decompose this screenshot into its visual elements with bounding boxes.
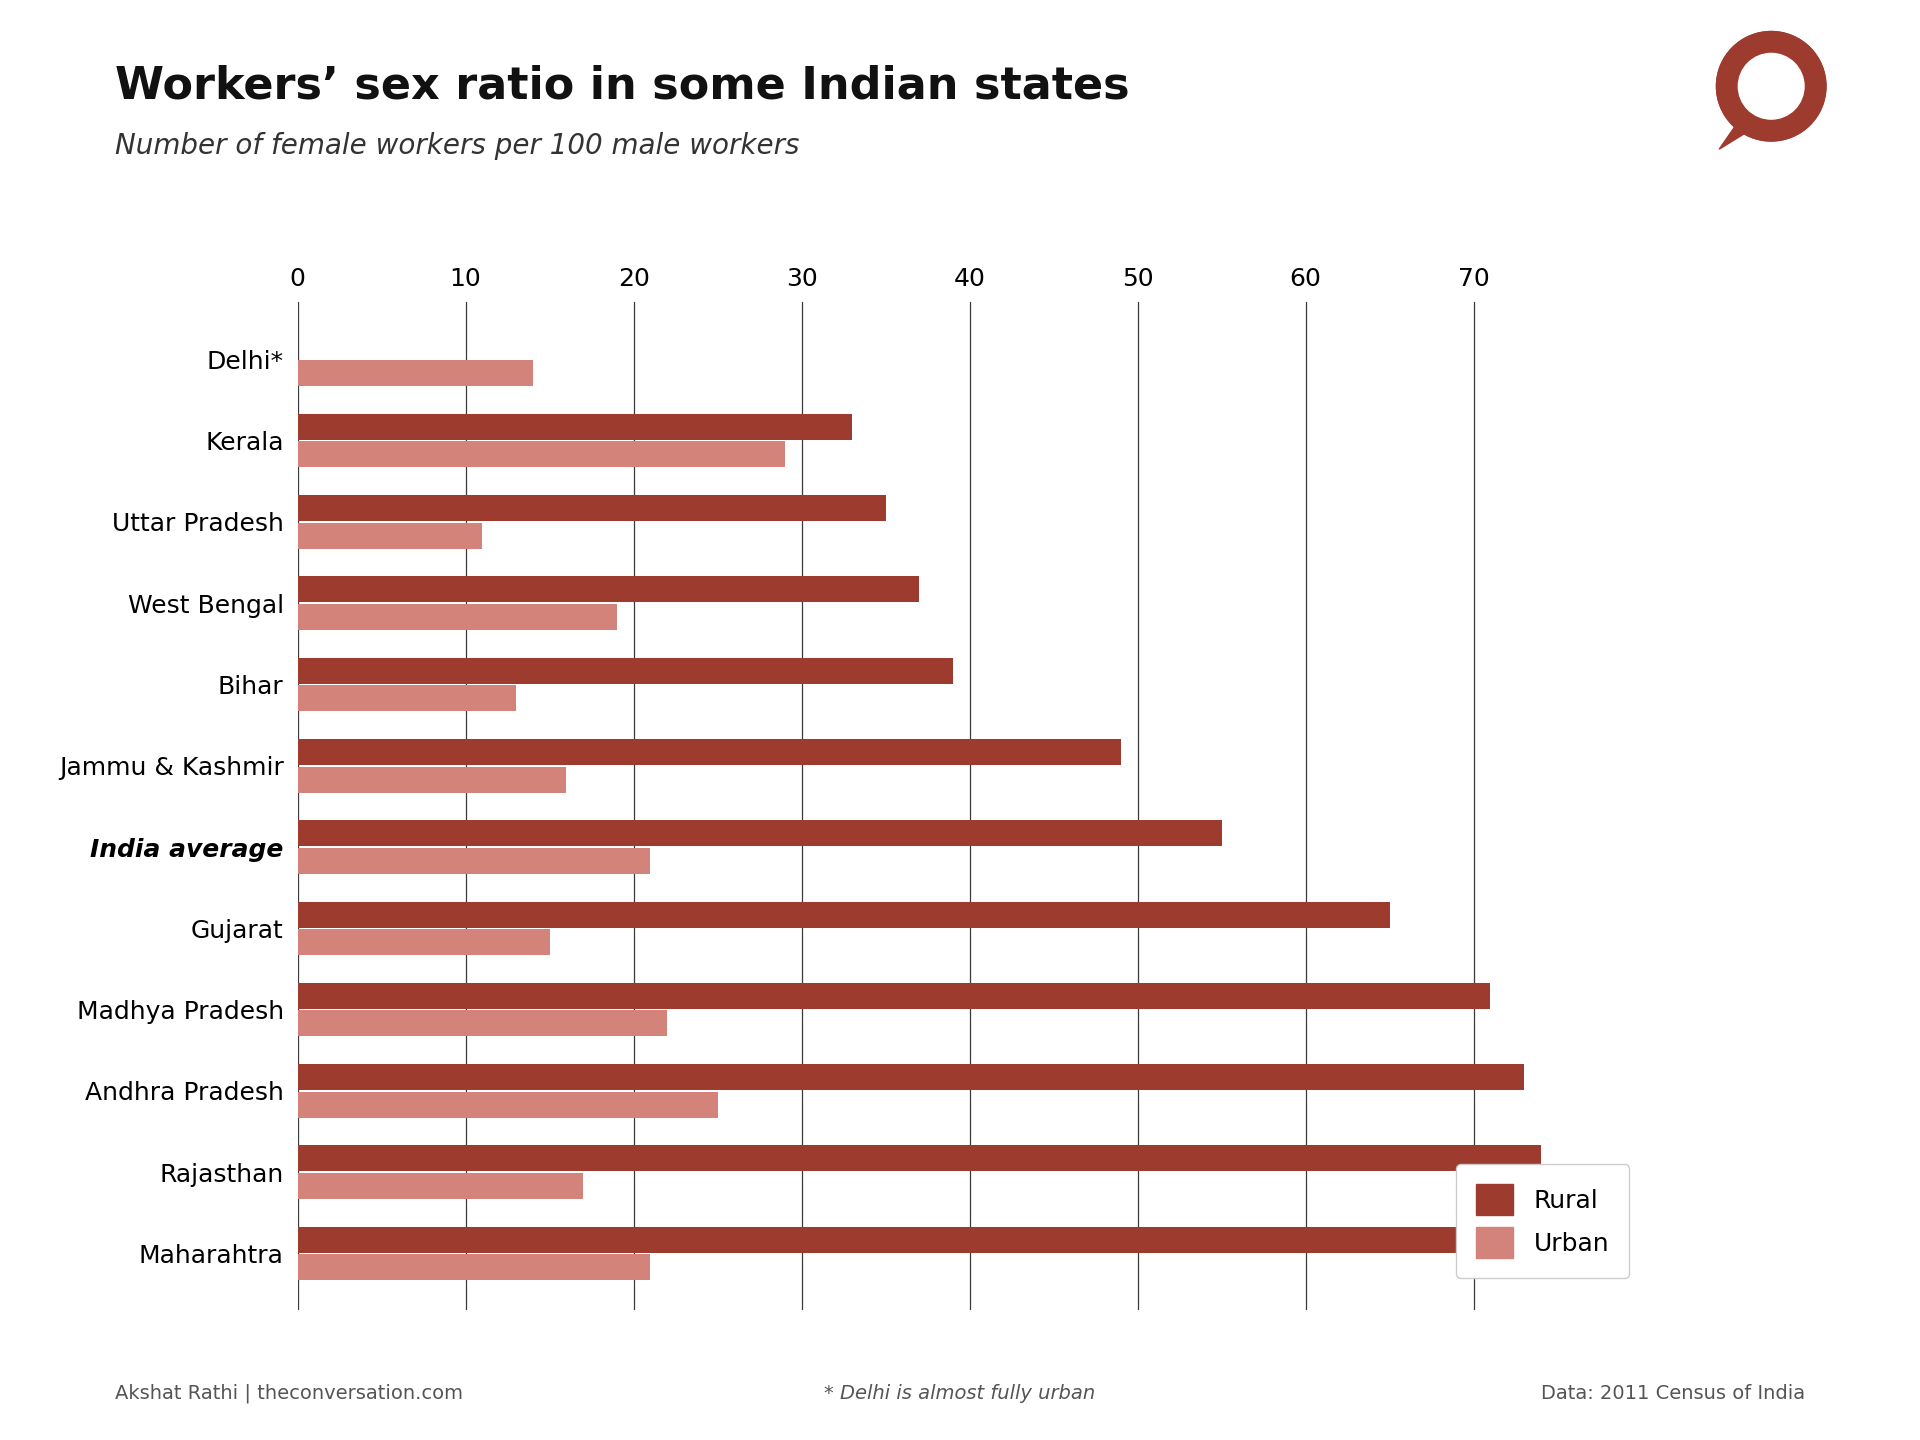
Bar bbox=[298, 1011, 668, 1037]
Bar bbox=[298, 523, 482, 549]
Bar bbox=[298, 1254, 651, 1280]
Bar bbox=[298, 442, 785, 468]
Polygon shape bbox=[1718, 114, 1755, 150]
Bar bbox=[298, 1145, 1542, 1171]
Bar bbox=[298, 576, 920, 602]
Bar bbox=[298, 1227, 1574, 1253]
Bar bbox=[298, 603, 616, 631]
Bar bbox=[298, 848, 651, 874]
Bar bbox=[298, 413, 852, 439]
Bar bbox=[298, 982, 1490, 1009]
Circle shape bbox=[1738, 53, 1805, 120]
Text: * Delhi is almost fully urban: * Delhi is almost fully urban bbox=[824, 1384, 1096, 1403]
Bar bbox=[298, 1092, 718, 1117]
Circle shape bbox=[1716, 32, 1826, 141]
Bar bbox=[298, 1174, 584, 1200]
Bar bbox=[298, 766, 566, 792]
Text: Data: 2011 Census of India: Data: 2011 Census of India bbox=[1540, 1384, 1805, 1403]
Bar bbox=[298, 901, 1390, 927]
Text: Akshat Rathi | theconversation.com: Akshat Rathi | theconversation.com bbox=[115, 1382, 463, 1403]
Circle shape bbox=[1716, 32, 1826, 141]
Bar bbox=[298, 1064, 1524, 1090]
Text: Workers’ sex ratio in some Indian states: Workers’ sex ratio in some Indian states bbox=[115, 65, 1129, 108]
Bar bbox=[298, 658, 952, 684]
Legend: Rural, Urban: Rural, Urban bbox=[1455, 1164, 1628, 1277]
Bar bbox=[298, 929, 549, 955]
Bar bbox=[298, 685, 516, 711]
Bar bbox=[298, 739, 1121, 765]
Bar bbox=[298, 360, 534, 386]
Bar bbox=[298, 821, 1221, 847]
Bar bbox=[298, 495, 885, 521]
Text: Number of female workers per 100 male workers: Number of female workers per 100 male wo… bbox=[115, 132, 801, 160]
